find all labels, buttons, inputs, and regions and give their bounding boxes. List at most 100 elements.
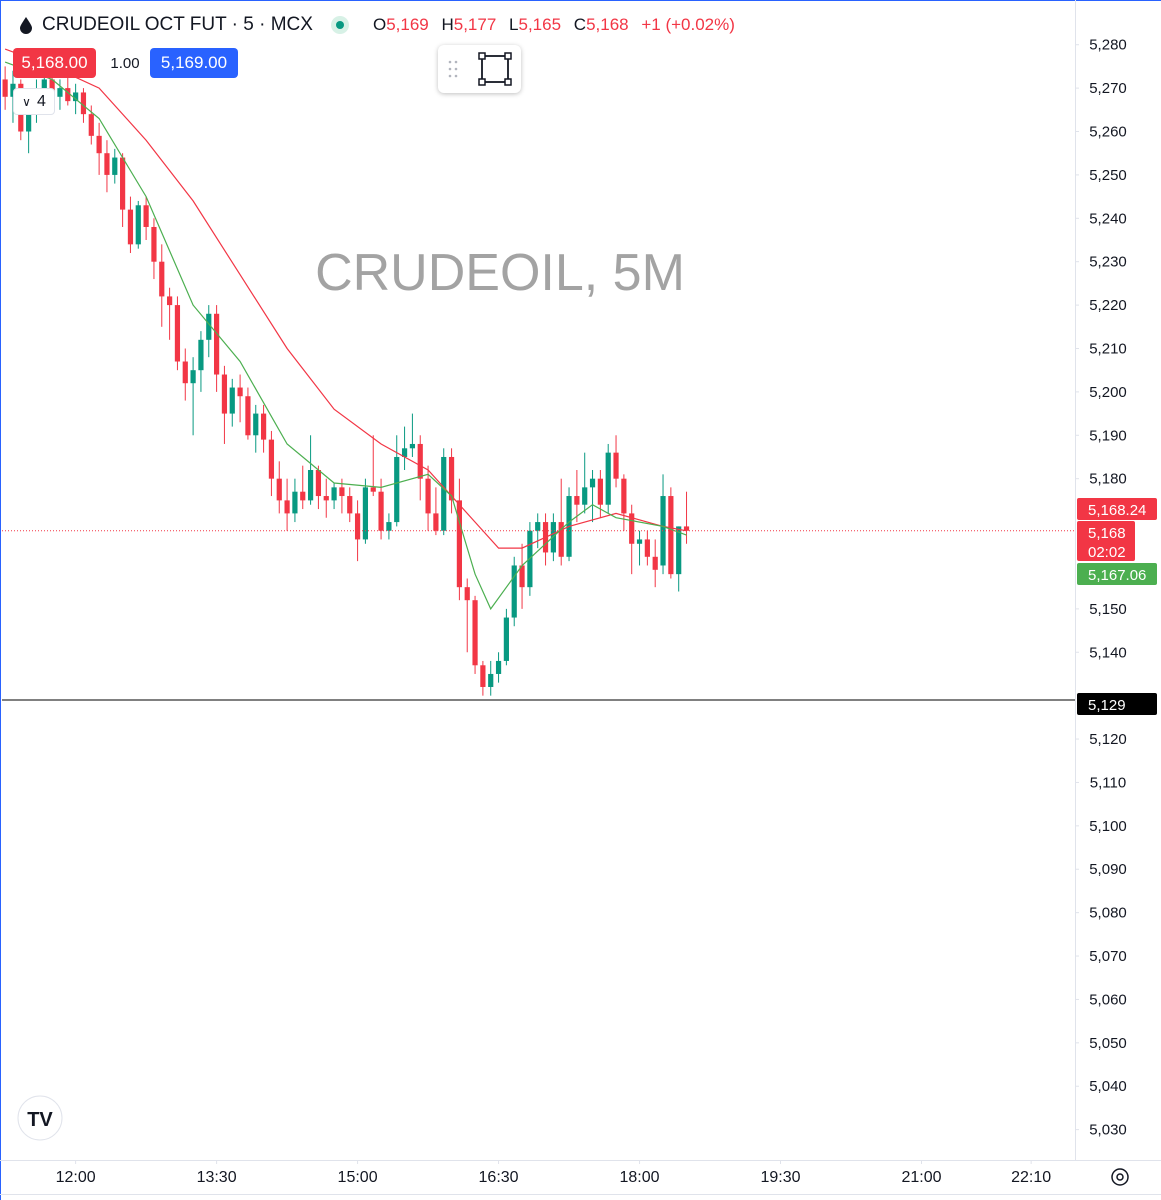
y-tick-label: 5,270 — [1089, 80, 1127, 97]
candle-body — [441, 456, 447, 531]
price-tag — [1077, 498, 1157, 520]
y-tick-label: 5,060 — [1089, 991, 1127, 1008]
candle-body — [206, 313, 212, 340]
buy-button[interactable]: 5,169.00 — [150, 48, 238, 78]
candle-body — [73, 92, 79, 102]
y-tick-label: 5,260 — [1089, 124, 1127, 141]
y-tick-label: 5,030 — [1089, 1122, 1127, 1139]
candle-body — [127, 209, 134, 245]
candle-body — [347, 496, 353, 514]
candle-body — [104, 153, 110, 175]
candle-body — [159, 261, 165, 297]
x-tick-label: 15:00 — [338, 1169, 378, 1186]
toolbar-icons — [448, 52, 512, 86]
candle-body — [253, 413, 259, 436]
price-tag — [1077, 693, 1157, 715]
ohlc-label: H — [441, 15, 454, 34]
ohlc-value: 5,168 — [586, 15, 629, 34]
candle-body — [503, 617, 509, 661]
y-tick-label: 5,100 — [1089, 818, 1127, 835]
symbol-icon — [20, 17, 32, 34]
candle-body — [480, 665, 486, 687]
legend-header: CRUDEOIL OCT FUT · 5 · MCX O5,169 H5,177… — [16, 12, 743, 38]
y-tick-label: 5,110 — [1090, 774, 1126, 791]
candle-body — [511, 565, 517, 618]
sell-button[interactable]: 5,168.00 — [13, 48, 96, 78]
candle-body — [268, 439, 275, 479]
candle-body — [284, 500, 290, 514]
symbol[interactable]: CRUDEOIL OCT FUT · 5 · MCX — [42, 14, 313, 35]
x-tick-label: 13:30 — [197, 1169, 237, 1186]
candle-body — [558, 522, 564, 557]
candle-body — [41, 79, 47, 89]
candle-body — [488, 673, 494, 687]
candle-body — [245, 396, 251, 436]
y-tick-label: 5,040 — [1089, 1078, 1127, 1095]
candle-body — [80, 92, 87, 115]
watermark: CRUDEOIL, 5M — [315, 244, 685, 302]
y-tick-label: 5,180 — [1089, 471, 1127, 488]
candle-body — [464, 587, 470, 601]
candle-body — [433, 513, 439, 531]
moving-average — [4, 61, 687, 611]
candle-body — [370, 487, 376, 492]
candle-body — [198, 339, 204, 371]
x-tick-label: 22:10 — [1011, 1169, 1051, 1186]
tv-logo[interactable] — [17, 1095, 63, 1141]
chevron: ∨ — [22, 94, 31, 109]
y-tick-label: 5,220 — [1089, 297, 1127, 314]
candle-body — [300, 491, 306, 501]
y-tick-label: 5,280 — [1089, 37, 1127, 54]
candle-body — [683, 526, 690, 531]
candle-body — [472, 600, 478, 666]
y-tick-label: 5,090 — [1089, 861, 1127, 878]
candle-body — [88, 114, 94, 136]
candle-body — [448, 456, 455, 501]
tv-logo-mark: TV — [27, 1109, 53, 1131]
price-tag — [1077, 521, 1135, 561]
candle-body — [378, 491, 384, 531]
ohlc-value: 5,177 — [453, 15, 497, 34]
candle-body — [354, 513, 361, 540]
indicators-toggle[interactable]: ∨ 4 — [13, 88, 55, 115]
floating-toolbar — [438, 45, 521, 93]
price-tag-label: 5,168 — [1088, 525, 1126, 542]
candle-body — [362, 487, 369, 540]
candle-body — [135, 205, 141, 245]
candle-body — [386, 522, 392, 531]
candle-body — [339, 487, 345, 497]
ohlc-value: 5,165 — [518, 15, 562, 34]
x-tick-label: 19:30 — [760, 1169, 800, 1186]
countdown: 02:02 — [1088, 544, 1126, 561]
candle-body — [456, 500, 462, 588]
candle-body — [151, 226, 157, 262]
status-dot — [330, 16, 349, 34]
candle-body — [589, 478, 596, 488]
y-tick-label: 5,200 — [1089, 384, 1127, 401]
settings-icon[interactable] — [1111, 1168, 1129, 1186]
candle-body — [307, 470, 314, 501]
candle-body — [57, 88, 63, 97]
quantity[interactable]: 1.00 — [110, 54, 140, 72]
candle-body — [597, 478, 603, 505]
price-tag-label: 5,129 — [1088, 697, 1126, 714]
candle-body — [190, 370, 196, 384]
x-tick-label: 12:00 — [56, 1169, 96, 1186]
y-tick-label: 5,230 — [1089, 254, 1127, 271]
candle-body — [174, 305, 181, 362]
candle-body — [237, 387, 243, 397]
candle-body — [394, 456, 400, 523]
candle-body — [65, 88, 71, 102]
y-tick-label: 5,190 — [1089, 427, 1127, 444]
y-tick-label: 5,240 — [1089, 210, 1127, 227]
ohlc-label: O — [372, 15, 387, 34]
price-tag-label: 5,168.24 — [1088, 502, 1146, 519]
y-tick-label: 5,120 — [1089, 731, 1127, 748]
candle-body — [2, 79, 8, 97]
ohlc-label: L — [509, 15, 519, 34]
candle-body — [292, 491, 298, 514]
y-tick-label: 5,150 — [1089, 601, 1127, 618]
y-tick-label: 5,250 — [1089, 167, 1127, 184]
